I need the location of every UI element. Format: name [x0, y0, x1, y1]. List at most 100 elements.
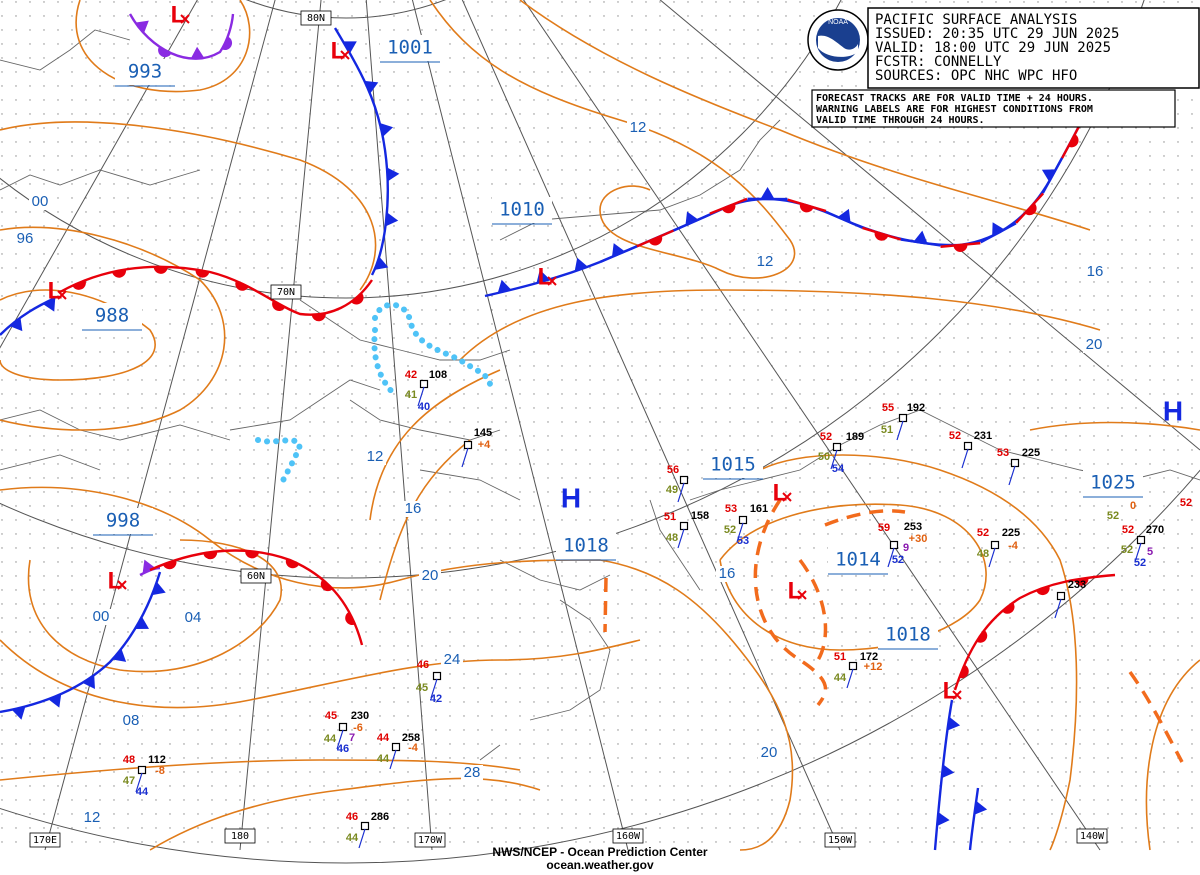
station-value: 48	[977, 548, 989, 560]
warning-dots	[255, 437, 304, 490]
cold-marker	[11, 706, 26, 720]
wind-barb	[389, 749, 397, 770]
cold-marker	[48, 693, 62, 708]
station-value: 230	[351, 710, 369, 722]
grid-label: 60N	[247, 571, 265, 582]
grid-label-box	[270, 284, 302, 300]
low-center: L	[331, 37, 346, 64]
station-value: 48	[666, 532, 678, 544]
station-value: 161	[750, 503, 768, 515]
station-value: 45	[416, 682, 428, 694]
cold-marker	[947, 716, 961, 731]
cold-marker	[536, 269, 550, 284]
wind-barb	[135, 772, 143, 793]
isobar-label-bg	[14, 231, 36, 247]
station-icon	[137, 765, 147, 775]
cold-marker	[974, 800, 988, 815]
station-icon	[889, 540, 899, 550]
warm-marker	[799, 203, 814, 213]
grid-label: 80N	[307, 13, 325, 24]
cold-marker	[574, 257, 588, 272]
notice-frame	[811, 89, 1176, 128]
isobar-label-bg	[1083, 337, 1105, 353]
center-label-box	[556, 533, 616, 559]
cold-marker	[152, 581, 166, 596]
grid-label: 160W	[616, 831, 641, 842]
warm-marker	[153, 266, 168, 274]
station-value: 44	[377, 732, 390, 744]
station-value: 270	[1146, 524, 1164, 536]
station-value: 47	[123, 775, 135, 787]
cold-marker	[386, 167, 400, 182]
station-value: 189	[846, 431, 864, 443]
station-value: 52	[1134, 557, 1146, 569]
center-label-box	[828, 547, 888, 573]
isobar-label-bg	[81, 810, 103, 826]
warm-marker	[959, 664, 969, 679]
station-icon	[1010, 458, 1020, 468]
station-icon	[738, 515, 748, 525]
isobar-label: 00	[93, 608, 110, 625]
station-icon	[432, 671, 442, 681]
cold-marker	[992, 222, 1005, 237]
station-value: 56	[667, 464, 679, 476]
station-value: 48	[123, 754, 135, 766]
wind-barb	[1008, 465, 1016, 486]
station-value: 41	[405, 389, 417, 401]
trough	[824, 509, 906, 527]
station-icon	[338, 722, 348, 732]
low-cross	[340, 50, 350, 60]
warm-marker	[195, 269, 210, 278]
notice-line: FORECAST TRACKS ARE FOR VALID TIME + 24 …	[816, 93, 1093, 104]
cold-marker	[497, 279, 512, 294]
footer-line: NWS/NCEP - Ocean Prediction Center	[492, 845, 707, 859]
cold-marker	[135, 616, 150, 630]
station-value: 49	[666, 484, 678, 496]
logo-text: NOAA	[828, 19, 848, 26]
low-center: L	[171, 1, 186, 28]
station-value: 42	[405, 369, 417, 381]
wind-barb	[417, 386, 425, 407]
station-value: 158	[691, 510, 709, 522]
isobar-label: 08	[123, 712, 140, 729]
logo-bird	[818, 35, 858, 57]
header-issued: ISSUED: 20:35 UTC 29 JUN 2025	[875, 26, 1119, 42]
isobar-label-bg	[182, 610, 204, 626]
station-value: 44	[346, 832, 359, 844]
low-center: L	[773, 479, 788, 506]
center-label-box	[878, 622, 938, 648]
cold-marker	[112, 648, 127, 662]
station-icon	[419, 379, 429, 389]
grid-label-box	[224, 828, 256, 844]
isobar-label: 12	[367, 448, 384, 465]
station-value: 52	[1121, 544, 1133, 556]
pressure-center-label: 1018	[563, 535, 609, 557]
pressure-center-label: 1025	[1090, 472, 1136, 494]
isobar-label: 12	[630, 119, 647, 136]
warm-marker	[648, 235, 663, 246]
wind-barb	[887, 547, 895, 568]
warm-marker	[203, 551, 218, 560]
low-cross	[797, 590, 807, 600]
station-icon	[360, 821, 370, 831]
center-label-box	[115, 59, 175, 85]
station-icon	[963, 441, 973, 451]
isobar-label: 20	[422, 567, 439, 584]
wind-barb	[846, 668, 854, 689]
isobar-label-bg	[419, 568, 441, 584]
cold-marker	[937, 812, 950, 827]
warm-marker	[1036, 585, 1050, 596]
wind-barb	[677, 528, 685, 549]
grid-label: 150W	[828, 835, 853, 846]
station-value: 9	[903, 542, 909, 554]
grid-label: 140W	[1080, 831, 1105, 842]
low-cross	[117, 580, 127, 590]
station-icon	[990, 540, 1000, 550]
warm-marker	[285, 558, 300, 569]
grid-label: 170E	[33, 835, 57, 846]
pressure-center-label: 1015	[710, 454, 756, 476]
low-center: L	[943, 677, 958, 704]
warm-marker	[721, 203, 736, 214]
wind-barb	[358, 828, 366, 849]
isobar-label: 16	[719, 565, 736, 582]
